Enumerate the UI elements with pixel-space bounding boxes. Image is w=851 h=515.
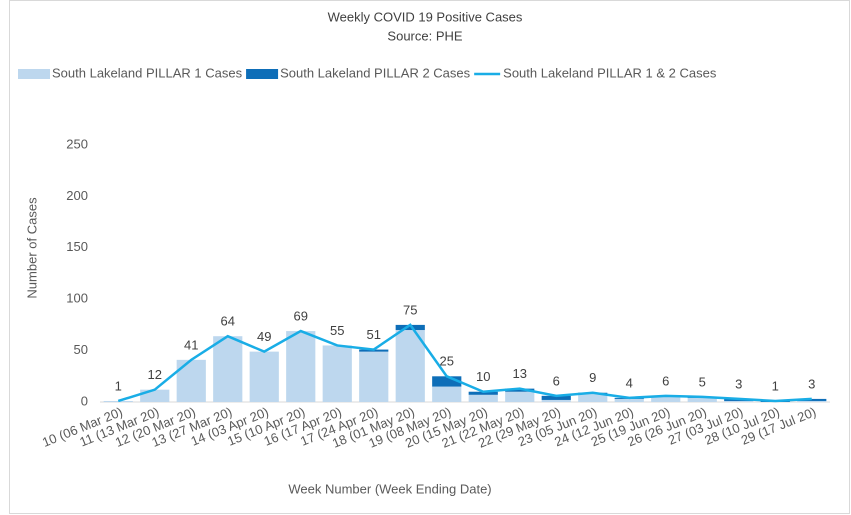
legend-swatch (18, 69, 50, 79)
bar (468, 394, 498, 402)
bar (395, 330, 425, 402)
data-label: 1 (115, 378, 122, 393)
bar (541, 395, 571, 400)
data-label: 55 (330, 323, 344, 338)
y-tick-label: 150 (66, 239, 88, 254)
y-tick-label: 100 (66, 291, 88, 306)
bar (578, 393, 608, 402)
bar (359, 351, 389, 402)
data-label: 4 (626, 375, 633, 390)
line (117, 323, 812, 403)
data-label: 10 (476, 369, 490, 384)
y-tick-label: 0 (81, 393, 88, 408)
legend-label: South Lakeland PILLAR 1 & 2 Cases (503, 65, 717, 80)
bar (505, 391, 535, 402)
y-tick-label: 250 (66, 136, 88, 151)
bar (505, 388, 535, 392)
bar (651, 396, 681, 402)
bar (687, 397, 717, 402)
data-label: 3 (735, 376, 742, 391)
y-tick-label: 50 (74, 342, 88, 357)
data-label: 1 (772, 378, 779, 393)
data-label: 64 (221, 314, 235, 329)
chart-title: Weekly COVID 19 Positive Cases (328, 9, 523, 24)
data-label: 25 (440, 354, 454, 369)
data-label: 75 (403, 302, 417, 317)
data-label: 13 (513, 366, 527, 381)
bar (322, 345, 352, 402)
bar (249, 351, 279, 402)
chart-border (9, 0, 850, 514)
bar (432, 376, 462, 387)
bar (541, 399, 571, 402)
legend-label: South Lakeland PILLAR 1 Cases (52, 65, 243, 80)
bar (614, 398, 644, 402)
data-label: 41 (184, 337, 198, 352)
data-label: 5 (699, 374, 706, 389)
data-label: 6 (662, 373, 669, 388)
bar (103, 400, 133, 402)
bar (286, 331, 316, 402)
data-label: 3 (808, 376, 815, 391)
legend-swatch (246, 69, 279, 79)
data-label: 51 (367, 327, 381, 342)
data-label: 9 (589, 370, 596, 385)
bar (395, 324, 425, 331)
bar (724, 400, 754, 402)
bar (140, 389, 170, 402)
x-axis-label: Week Number (Week Ending Date) (288, 481, 491, 496)
legend-label: South Lakeland PILLAR 2 Cases (280, 65, 471, 80)
bar (797, 400, 827, 402)
bar (176, 359, 206, 402)
data-label: 6 (553, 373, 560, 388)
bar (213, 336, 243, 402)
y-tick-label: 200 (66, 188, 88, 203)
y-axis-label: Number of Cases (24, 197, 39, 299)
data-label: 69 (294, 309, 308, 324)
bar (432, 386, 462, 402)
data-label: 12 (148, 367, 162, 382)
bar (468, 391, 498, 395)
chart-subtitle: Source: PHE (387, 28, 462, 43)
data-label: 49 (257, 329, 271, 344)
